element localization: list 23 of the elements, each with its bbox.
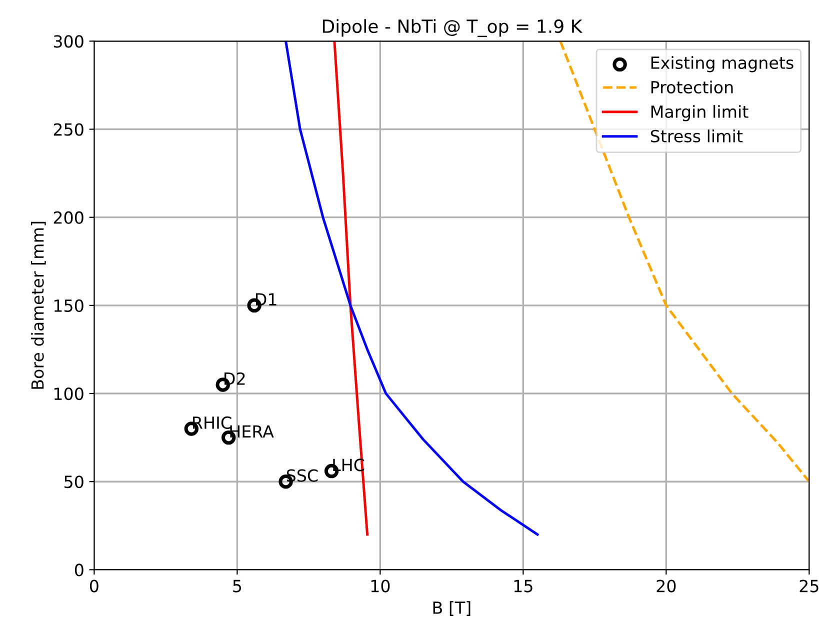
x-tick-label: 10 (371, 580, 390, 592)
legend-label: Stress limit (650, 130, 743, 142)
y-tick-label: 100 (54, 387, 84, 400)
legend-label: Protection (651, 80, 733, 94)
y-tick-label: 0 (74, 564, 84, 576)
annotation: HERA (230, 425, 274, 438)
y-tick-label: 300 (54, 35, 84, 48)
x-tick-label: 25 (800, 580, 818, 592)
y-axis-title: Bore diameter [mm] (30, 222, 46, 389)
y-tick-label: 150 (54, 299, 84, 312)
x-tick-label: 0 (90, 580, 98, 592)
y-tick-label: 200 (54, 211, 84, 224)
chart-title: Dipole - NbTi @ T_op = 1.9 K (322, 19, 583, 38)
x-tick-label: 20 (656, 580, 676, 592)
x-axis-title: B [T] (433, 601, 470, 616)
y-tick-label: 250 (54, 123, 84, 136)
x-tick-label: 5 (233, 580, 242, 592)
annotation: SSC (286, 469, 318, 482)
legend-label: Margin limit (651, 105, 748, 122)
legend-label: Existing magnets (651, 56, 794, 72)
y-tick-label: 50 (64, 476, 84, 488)
x-tick-label: 15 (514, 580, 532, 592)
annotation: RHIC (193, 416, 232, 429)
